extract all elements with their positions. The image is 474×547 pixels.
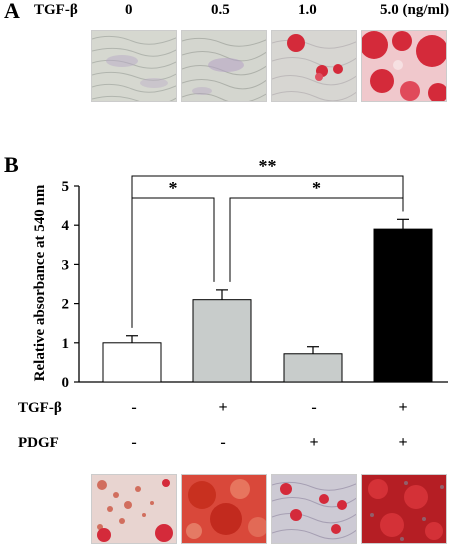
- micrograph-condition-4: [361, 474, 447, 544]
- micrograph-condition-2: [181, 474, 267, 544]
- y-tick-label-1: 1: [62, 336, 70, 352]
- y-tick-label-2: 2: [62, 297, 70, 313]
- sign-pdgf-2: -: [220, 434, 226, 451]
- sign-pdgf-3: +: [309, 434, 319, 451]
- y-axis-label: Relative absorbance at 540 nm: [32, 184, 48, 381]
- significance-label-3: **: [259, 156, 277, 176]
- significance-label-1: *: [169, 178, 178, 198]
- condition-label-tgf: TGF-β: [18, 400, 62, 416]
- sign-pdgf-4: +: [398, 434, 408, 451]
- concentration-label-1: 0.5: [211, 2, 230, 18]
- panel-a-letter: A: [4, 0, 20, 23]
- micrograph-tgf-1-0: [271, 30, 357, 102]
- sign-pdgf-1: -: [131, 434, 137, 451]
- significance-label-2: *: [312, 178, 321, 198]
- significance-bracket-3: [131, 175, 404, 328]
- micrograph-condition-1: [91, 474, 177, 544]
- micrograph-tgf-0: [91, 30, 177, 102]
- tgf-row-label: TGF-β: [34, 2, 78, 18]
- bar-2: [192, 299, 252, 383]
- bar-4: [373, 228, 433, 383]
- sign-tgf-3: -: [311, 399, 317, 416]
- concentration-label-2: 1.0: [298, 2, 317, 18]
- y-tick-label-4: 4: [62, 218, 70, 234]
- concentration-label-3: 5.0 (ng/ml): [380, 2, 450, 18]
- micrograph-condition-3: [271, 474, 357, 544]
- concentration-label-0: 0: [125, 2, 133, 18]
- y-tick-label-3: 3: [62, 257, 70, 273]
- sign-tgf-4: +: [398, 399, 408, 416]
- sign-tgf-1: -: [131, 399, 137, 416]
- micrograph-tgf-0-5: [181, 30, 267, 102]
- bar-3: [283, 353, 343, 383]
- y-tick-label-0: 0: [62, 375, 70, 391]
- sign-tgf-2: +: [218, 399, 228, 416]
- micrograph-tgf-5-0: [361, 30, 447, 102]
- panel-b-letter: B: [4, 152, 19, 177]
- bar-1: [102, 342, 162, 383]
- y-tick-label-5: 5: [62, 179, 70, 195]
- condition-label-pdgf: PDGF: [18, 435, 59, 451]
